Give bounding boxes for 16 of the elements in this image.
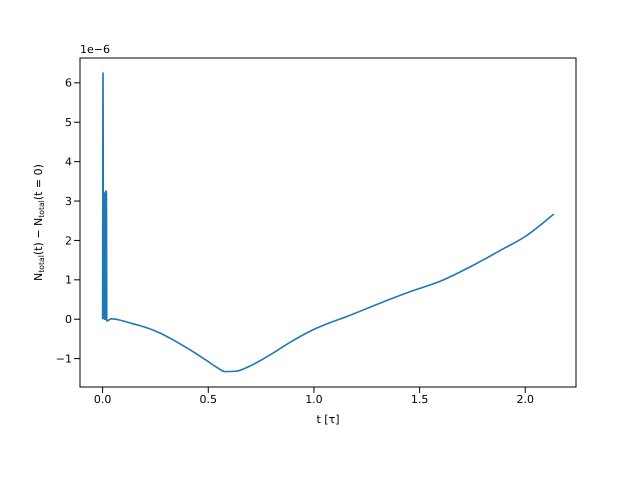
x-tick-label: 1.5 [410, 392, 428, 406]
x-axis-title: t [τ] [316, 413, 340, 426]
line-series [102, 72, 555, 372]
y-tick-label: 3 [65, 194, 72, 208]
x-tick-label: 1.0 [305, 392, 323, 406]
x-tick-label: 0.5 [200, 392, 218, 406]
x-tick-label: 0.0 [94, 392, 112, 406]
y-tick-label: 4 [65, 156, 72, 169]
y-tick-label: 1 [65, 274, 72, 287]
text: 1e−6 [80, 43, 110, 56]
y-tick-label: 0 [65, 313, 72, 326]
x-tick-label: 2.0 [516, 392, 534, 406]
y-tick-label: −1 [56, 352, 72, 366]
y-tick-label: 5 [65, 116, 72, 130]
y-tick-label: 2 [65, 234, 72, 248]
y-tick-label: 6 [65, 76, 72, 90]
